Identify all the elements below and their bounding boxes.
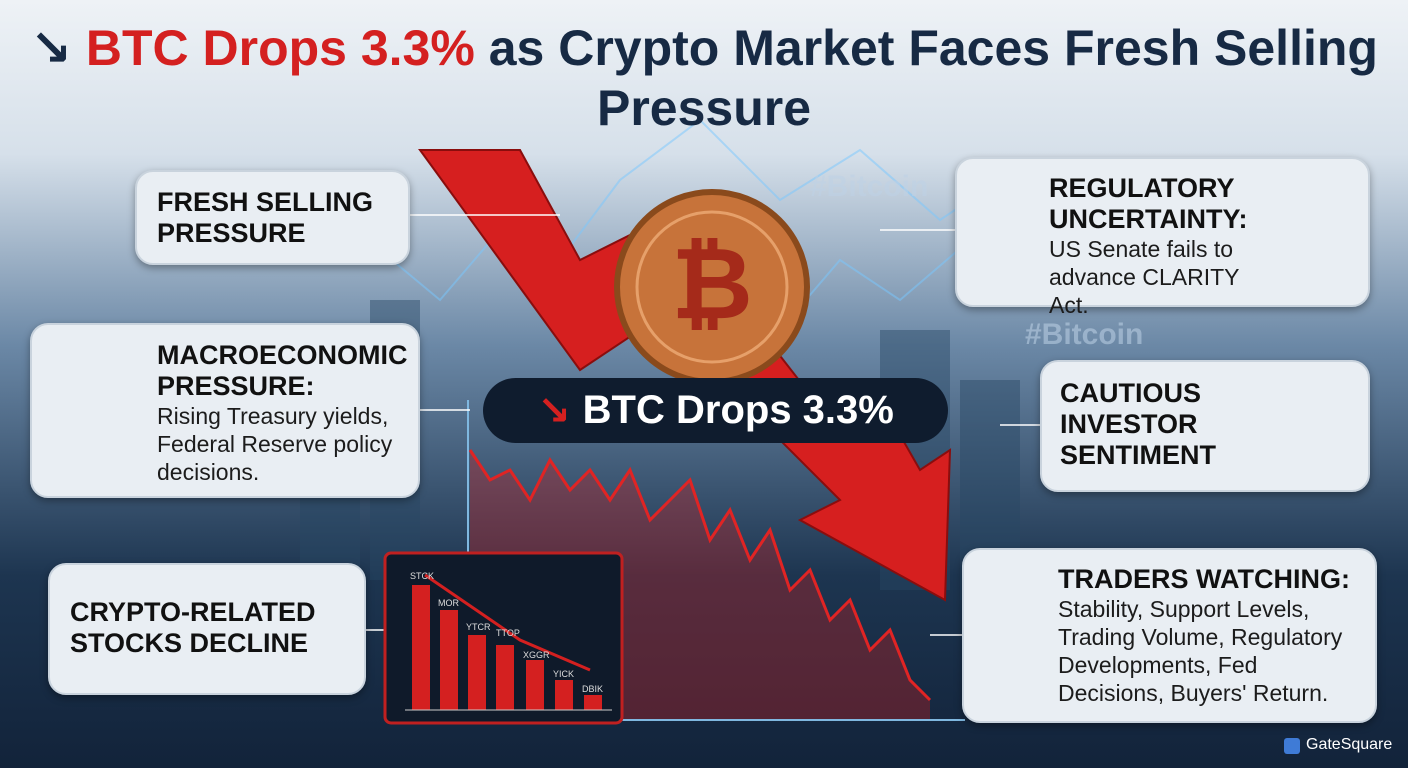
brand: GateSquare xyxy=(1306,736,1393,753)
badge: ↘ BTC Drops 3.3% xyxy=(483,378,948,443)
card-body: Rising Treasury yields, Federal Reserve … xyxy=(157,403,393,485)
mini-chart-label: TTOP xyxy=(496,628,520,638)
card-fresh-selling: FRESH SELLING PRESSURE xyxy=(135,170,410,265)
card-body: US Senate fails to advance CLARITY Act. xyxy=(1049,236,1240,318)
card-sentiment: CAUTIOUS INVESTOR SENTIMENT xyxy=(1040,360,1370,492)
card-traders: TRADERS WATCHING: Stability, Support Lev… xyxy=(962,548,1377,723)
card-heading: FRESH SELLING PRESSURE xyxy=(157,187,374,248)
mini-chart-label: STCK xyxy=(410,571,435,581)
hashtag: #Bitcoin xyxy=(1025,318,1144,351)
card-heading: REGULATORY UNCERTAINTY: xyxy=(1049,173,1248,234)
title-highlight: BTC Drops 3.3% xyxy=(85,20,475,76)
mini-chart-bars xyxy=(412,585,602,710)
bitcoin-symbol: ₿ xyxy=(671,225,753,342)
card-heading: MACROECONOMIC PRESSURE: xyxy=(157,340,408,401)
badge-text: BTC Drops 3.3% xyxy=(582,388,894,432)
mini-chart-label: YICK xyxy=(553,669,575,679)
mini-chart-label: DBIK xyxy=(582,684,604,694)
badge-icon: ↘ xyxy=(537,387,571,434)
brand-logo xyxy=(1284,738,1300,754)
mini-chart-label: YTCR xyxy=(466,622,491,632)
connector-lines xyxy=(366,214,1040,636)
mini-trend xyxy=(424,573,591,672)
title-icon: ↘ xyxy=(30,19,72,77)
hashtag: #Bitcoin xyxy=(810,170,929,203)
card-heading: TRADERS WATCHING: xyxy=(1058,564,1350,594)
title: ↘ BTC Drops 3.3% as Crypto Market Faces … xyxy=(0,18,1408,138)
decline-line xyxy=(468,449,932,702)
coin-ring xyxy=(635,210,789,364)
card-regulatory: REGULATORY UNCERTAINTY: US Senate fails … xyxy=(955,157,1370,318)
card-stocks: CRYPTO-RELATED STOCKS DECLINE xyxy=(48,563,366,695)
title-rest: as Crypto Market Faces Fresh Selling Pre… xyxy=(488,20,1378,136)
card-heading: CRYPTO-RELATED STOCKS DECLINE xyxy=(70,597,316,658)
card-body: Stability, Support Levels, Trading Volum… xyxy=(1058,596,1343,706)
mini-chart-label: XGGR xyxy=(523,650,550,660)
mini-chart-label: MOR xyxy=(438,598,459,608)
card-macro: MACROECONOMIC PRESSURE: Rising Treasury … xyxy=(30,323,420,498)
card-heading: CAUTIOUS INVESTOR SENTIMENT xyxy=(1060,378,1217,470)
